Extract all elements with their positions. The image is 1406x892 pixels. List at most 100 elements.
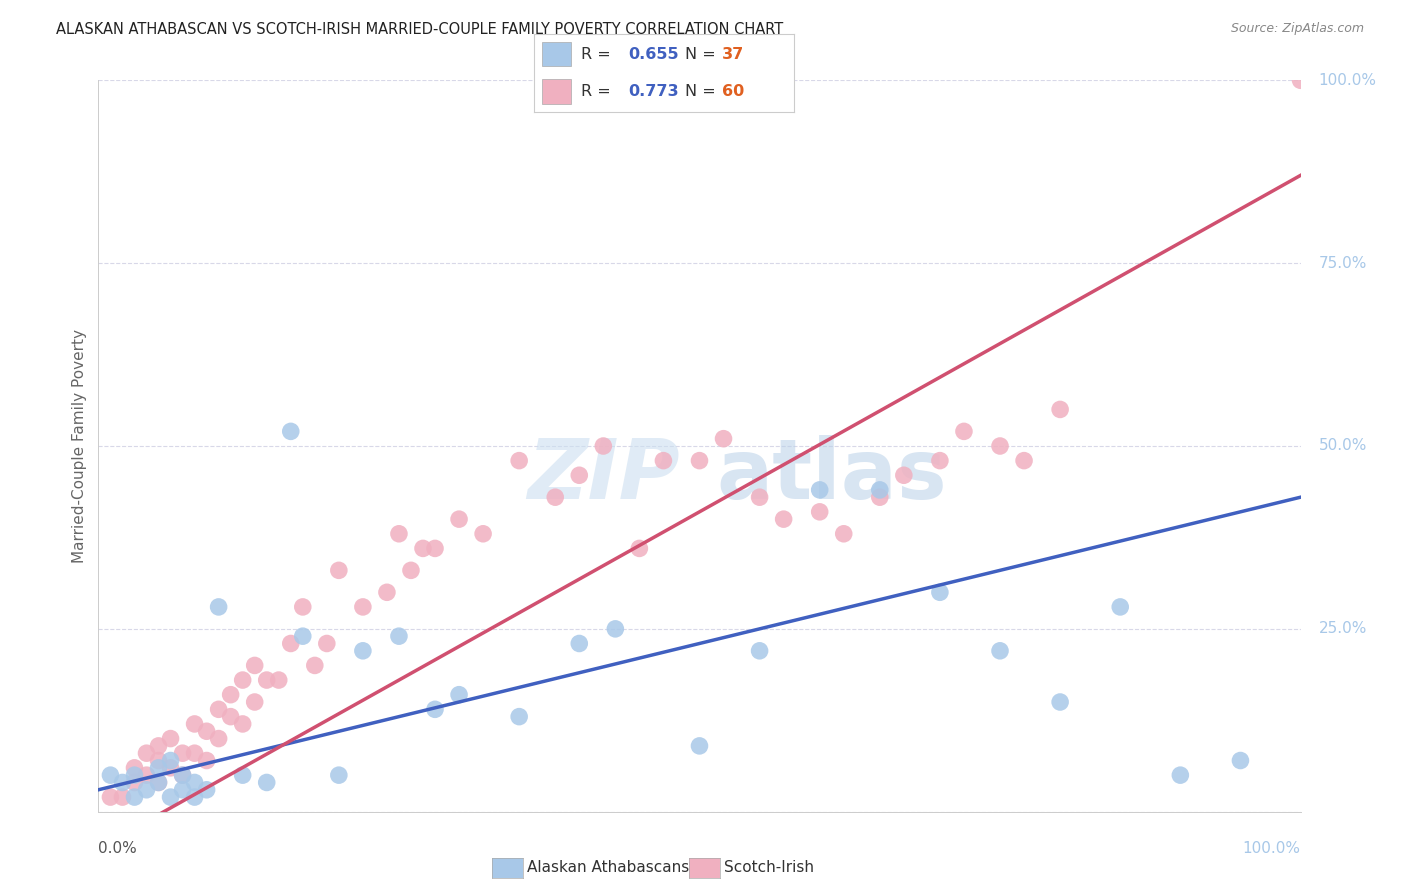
Point — [148, 775, 170, 789]
Point — [352, 599, 374, 614]
Text: ZIP: ZIP — [527, 434, 679, 516]
Point — [928, 453, 950, 467]
Text: 60: 60 — [721, 84, 744, 99]
Point — [628, 541, 651, 556]
Point — [183, 790, 205, 805]
Point — [928, 585, 950, 599]
Point — [399, 563, 422, 577]
Point — [748, 490, 770, 504]
Point — [195, 724, 218, 739]
Point — [159, 761, 181, 775]
Text: atlas: atlas — [716, 434, 948, 516]
Point — [412, 541, 434, 556]
Point — [183, 717, 205, 731]
Text: 75.0%: 75.0% — [1319, 256, 1367, 270]
Point — [195, 754, 218, 768]
Text: 0.773: 0.773 — [628, 84, 679, 99]
Point — [291, 599, 314, 614]
Text: 50.0%: 50.0% — [1319, 439, 1367, 453]
Point — [988, 644, 1011, 658]
Point — [1049, 402, 1071, 417]
Point — [713, 432, 735, 446]
Bar — [543, 78, 571, 103]
Point — [280, 425, 302, 439]
Point — [219, 709, 242, 723]
Point — [159, 731, 181, 746]
Point — [256, 775, 278, 789]
Point — [135, 768, 157, 782]
Point — [605, 622, 627, 636]
Point — [291, 629, 314, 643]
Point — [447, 512, 470, 526]
Bar — [543, 42, 571, 67]
Text: N =: N = — [685, 84, 721, 99]
Text: ALASKAN ATHABASCAN VS SCOTCH-IRISH MARRIED-COUPLE FAMILY POVERTY CORRELATION CHA: ALASKAN ATHABASCAN VS SCOTCH-IRISH MARRI… — [56, 22, 783, 37]
Point — [256, 673, 278, 687]
Point — [100, 768, 122, 782]
Point — [375, 585, 398, 599]
Point — [544, 490, 567, 504]
Point — [388, 526, 411, 541]
Point — [135, 746, 157, 760]
Point — [172, 768, 194, 782]
Point — [988, 439, 1011, 453]
Text: 37: 37 — [721, 46, 744, 62]
Point — [808, 483, 831, 497]
Point — [328, 768, 350, 782]
Point — [592, 439, 614, 453]
Point — [183, 775, 205, 789]
Text: 0.655: 0.655 — [628, 46, 679, 62]
Point — [447, 688, 470, 702]
Point — [508, 453, 530, 467]
Point — [832, 526, 855, 541]
Point — [100, 790, 122, 805]
Text: Alaskan Athabascans: Alaskan Athabascans — [527, 861, 689, 875]
Point — [472, 526, 495, 541]
Point — [159, 754, 181, 768]
Point — [148, 739, 170, 753]
Y-axis label: Married-Couple Family Poverty: Married-Couple Family Poverty — [72, 329, 87, 563]
Text: N =: N = — [685, 46, 721, 62]
Point — [280, 636, 302, 650]
Point — [508, 709, 530, 723]
Point — [772, 512, 794, 526]
Point — [243, 658, 266, 673]
Point — [243, 695, 266, 709]
Point — [159, 790, 181, 805]
Point — [124, 775, 146, 789]
Point — [232, 768, 254, 782]
Point — [183, 746, 205, 760]
Point — [1109, 599, 1132, 614]
Point — [148, 754, 170, 768]
Point — [953, 425, 976, 439]
Point — [172, 782, 194, 797]
Point — [1012, 453, 1035, 467]
Point — [688, 739, 710, 753]
Point — [869, 483, 891, 497]
Point — [652, 453, 675, 467]
Point — [315, 636, 337, 650]
Point — [1049, 695, 1071, 709]
Text: 100.0%: 100.0% — [1243, 841, 1301, 856]
Point — [172, 768, 194, 782]
Point — [124, 761, 146, 775]
Point — [328, 563, 350, 577]
Point — [208, 731, 231, 746]
Point — [893, 468, 915, 483]
Point — [148, 761, 170, 775]
Point — [208, 599, 231, 614]
Point — [148, 775, 170, 789]
Point — [1229, 754, 1251, 768]
Point — [304, 658, 326, 673]
Point — [208, 702, 231, 716]
Point — [111, 790, 134, 805]
Text: 100.0%: 100.0% — [1319, 73, 1376, 87]
Text: Source: ZipAtlas.com: Source: ZipAtlas.com — [1230, 22, 1364, 36]
Point — [1289, 73, 1312, 87]
Point — [195, 782, 218, 797]
Text: 0.0%: 0.0% — [98, 841, 138, 856]
Text: R =: R = — [581, 84, 616, 99]
Point — [352, 644, 374, 658]
Point — [232, 673, 254, 687]
Point — [124, 768, 146, 782]
